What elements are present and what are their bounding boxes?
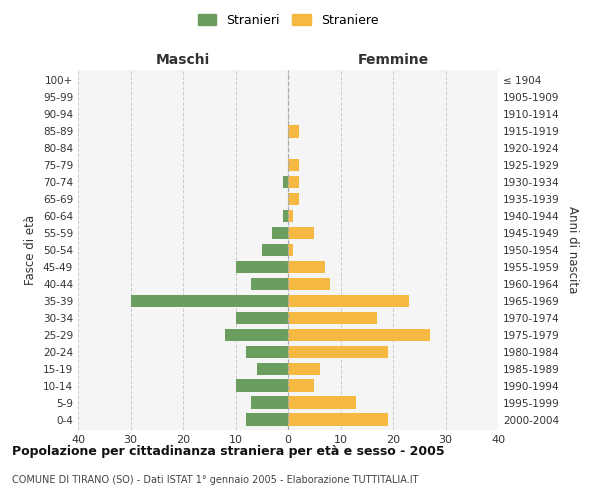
Bar bbox=[288, 380, 314, 392]
Y-axis label: Anni di nascita: Anni di nascita bbox=[566, 206, 579, 294]
Bar bbox=[288, 176, 299, 188]
Bar bbox=[130, 294, 288, 308]
Text: Maschi: Maschi bbox=[156, 52, 210, 66]
Bar bbox=[288, 278, 330, 290]
Bar bbox=[288, 346, 388, 358]
Bar bbox=[288, 312, 377, 324]
Bar bbox=[288, 328, 430, 342]
Bar bbox=[283, 176, 288, 188]
Text: COMUNE DI TIRANO (SO) - Dati ISTAT 1° gennaio 2005 - Elaborazione TUTTITALIA.IT: COMUNE DI TIRANO (SO) - Dati ISTAT 1° ge… bbox=[12, 475, 419, 485]
Bar bbox=[283, 210, 288, 222]
Text: Popolazione per cittadinanza straniera per età e sesso - 2005: Popolazione per cittadinanza straniera p… bbox=[12, 444, 445, 458]
Bar bbox=[257, 362, 288, 375]
Bar bbox=[225, 328, 288, 342]
Bar bbox=[288, 396, 356, 409]
Bar bbox=[235, 312, 288, 324]
Bar bbox=[246, 414, 288, 426]
Bar bbox=[288, 226, 314, 239]
Bar bbox=[288, 362, 320, 375]
Y-axis label: Fasce di età: Fasce di età bbox=[25, 215, 37, 285]
Bar bbox=[288, 294, 409, 308]
Bar bbox=[288, 414, 388, 426]
Bar bbox=[246, 346, 288, 358]
Bar bbox=[288, 244, 293, 256]
Bar bbox=[288, 125, 299, 138]
Bar bbox=[288, 192, 299, 205]
Bar bbox=[272, 226, 288, 239]
Legend: Stranieri, Straniere: Stranieri, Straniere bbox=[193, 8, 383, 32]
Bar bbox=[235, 380, 288, 392]
Bar bbox=[251, 278, 288, 290]
Bar bbox=[288, 260, 325, 274]
Text: Femmine: Femmine bbox=[358, 52, 428, 66]
Bar bbox=[288, 210, 293, 222]
Bar bbox=[262, 244, 288, 256]
Bar bbox=[288, 158, 299, 172]
Bar bbox=[235, 260, 288, 274]
Bar bbox=[251, 396, 288, 409]
